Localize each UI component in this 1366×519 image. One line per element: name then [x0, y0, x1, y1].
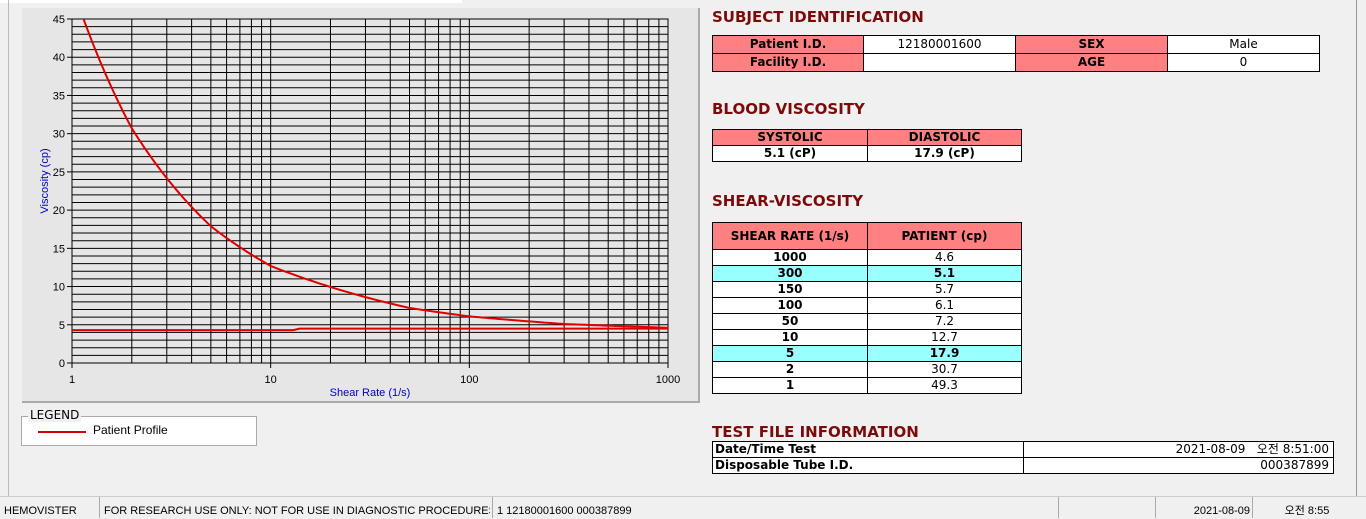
subject-identification-title: SUBJECT IDENTIFICATION — [712, 8, 924, 26]
blood-viscosity-table: SYSTOLIC DIASTOLIC 5.1 (cP) 17.9 (cP) — [712, 129, 1022, 162]
shear-row: 1000 4.6 — [712, 249, 1022, 266]
x-tick-label: 1 — [69, 374, 75, 386]
patient-id-value: 12180001600 — [863, 35, 1016, 54]
plot-area — [71, 18, 669, 364]
shear-rate-cell: 150 — [712, 281, 868, 298]
shear-rate-cell: 10 — [712, 329, 868, 346]
patient-cp-cell: 12.7 — [867, 329, 1022, 346]
patient-id-label: Patient I.D. — [712, 35, 864, 54]
test-file-information-title: TEST FILE INFORMATION — [712, 423, 919, 441]
y-tick-label: 40 — [53, 52, 65, 64]
shear-rate-cell: 100 — [712, 297, 868, 314]
shear-row: 150 5.7 — [712, 281, 1022, 298]
y-tick-label: 20 — [53, 205, 65, 217]
legend-box: Patient Profile — [21, 416, 257, 446]
shear-row: 2 30.7 — [712, 361, 1022, 378]
legend-line-swatch — [38, 431, 86, 433]
shear-row: 1 49.3 — [712, 377, 1022, 394]
sex-label: SEX — [1015, 35, 1168, 54]
facility-id-value — [863, 53, 1016, 72]
x-tick-label: 1000 — [656, 374, 680, 386]
x-tick-label: 10 — [265, 374, 277, 386]
patient-cp-cell: 5.7 — [867, 281, 1022, 298]
scrollbar[interactable] — [1356, 0, 1366, 496]
y-tick-label: 45 — [53, 14, 65, 26]
viscosity-chart: 0 5 10 15 20 25 30 35 40 45 1 10 100 1000 Shear Rate (… — [39, 14, 680, 399]
sex-value: Male — [1167, 35, 1320, 54]
date-time-value: 2021-08-09 오전 8:51:00 — [1023, 441, 1334, 458]
x-tick-label: 100 — [460, 374, 478, 386]
status-app-name: HEMOVISTER — [4, 505, 77, 517]
shear-row: 5 17.9 — [712, 345, 1022, 362]
status-empty — [1058, 497, 1153, 518]
date-time-label: Date/Time Test — [712, 441, 1024, 458]
shear-rate-cell: 50 — [712, 313, 868, 330]
shear-rate-cell: 300 — [712, 265, 868, 282]
series-line-1 — [82, 19, 668, 329]
status-record: 1 12180001600 000387899 — [492, 497, 1057, 518]
y-tick-label: 15 — [53, 243, 65, 255]
status-bar — [0, 496, 1366, 519]
patient-cp-cell: 4.6 — [867, 249, 1022, 266]
y-tick-label: 0 — [59, 358, 65, 370]
systolic-value: 5.1 (cP) — [712, 145, 868, 162]
shear-rate-cell: 5 — [712, 345, 868, 362]
viscosity-chart-panel: 0 5 10 15 20 25 30 35 40 45 1 10 100 1000 Shear Rate (… — [22, 8, 700, 403]
diastolic-value: 17.9 (cP) — [867, 145, 1022, 162]
patient-cp-cell: 30.7 — [867, 361, 1022, 378]
shear-row: 100 6.1 — [712, 297, 1022, 314]
subject-table: Patient I.D. 12180001600 SEX Male Facility … — [712, 35, 1320, 72]
top-bar — [0, 0, 462, 3]
facility-id-label: Facility I.D. — [712, 53, 864, 72]
patient-cp-cell: 49.3 — [867, 377, 1022, 394]
patient-cp-cell: 7.2 — [867, 313, 1022, 330]
shear-rate-cell: 2 — [712, 361, 868, 378]
diastolic-label: DIASTOLIC — [867, 129, 1022, 146]
legend-entry: Patient Profile — [93, 423, 168, 437]
left-border — [0, 0, 9, 496]
age-value: 0 — [1167, 53, 1320, 72]
age-label: AGE — [1015, 53, 1168, 72]
tube-id-label: Disposable Tube I.D. — [712, 457, 1024, 474]
tube-id-value: 000387899 — [1023, 457, 1334, 474]
shear-rate-header: SHEAR RATE (1/s) — [712, 222, 868, 250]
shear-rate-cell: 1000 — [712, 249, 868, 266]
legend-title: LEGEND — [28, 408, 82, 422]
test-file-table: Date/Time Test 2021-08-09 오전 8:51:00 Disp… — [712, 441, 1334, 474]
patient-cp-cell: 6.1 — [867, 297, 1022, 314]
shear-viscosity-title: SHEAR-VISCOSITY — [712, 192, 864, 210]
status-date: 2021-08-09 — [1155, 497, 1256, 518]
blood-viscosity-title: BLOOD VISCOSITY — [712, 100, 865, 118]
y-tick-label: 35 — [53, 90, 65, 102]
patient-cp-cell: 17.9 — [867, 345, 1022, 362]
shear-viscosity-table: SHEAR RATE (1/s) PATIENT (cp) 1000 4.6 300 5… — [712, 222, 1022, 394]
patient-cp-header: PATIENT (cp) — [867, 222, 1022, 250]
patient-cp-cell: 5.1 — [867, 265, 1022, 282]
series-line-2 — [72, 327, 668, 332]
y-tick-label: 25 — [53, 167, 65, 179]
y-axis-label: Viscosity (cp) — [39, 148, 51, 213]
y-tick-label: 10 — [53, 282, 65, 294]
y-tick-label: 5 — [59, 320, 65, 332]
y-tick-label: 30 — [53, 129, 65, 141]
status-notice: FOR RESEARCH USE ONLY: NOT FOR USE IN DI… — [99, 497, 490, 518]
shear-row: 300 5.1 — [712, 265, 1022, 282]
shear-rate-cell: 1 — [712, 377, 868, 394]
shear-row: 50 7.2 — [712, 313, 1022, 330]
shear-row: 10 12.7 — [712, 329, 1022, 346]
systolic-label: SYSTOLIC — [712, 129, 868, 146]
x-axis-label: Shear Rate (1/s) — [330, 387, 411, 399]
status-time: 오전 8:55 — [1252, 497, 1357, 518]
